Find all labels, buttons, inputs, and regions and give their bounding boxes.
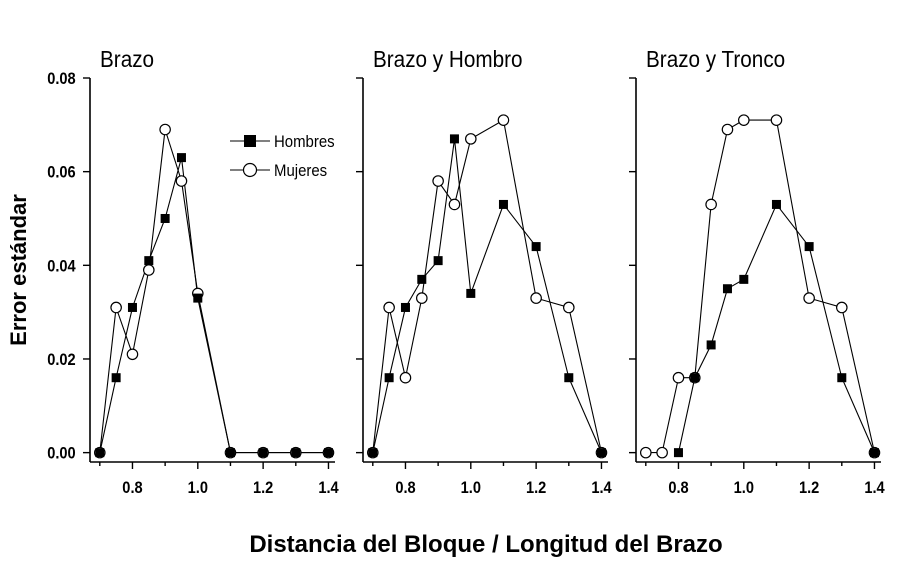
y-tick-label: 0.06 — [47, 164, 76, 182]
panel-title: Brazo y Tronco — [646, 46, 785, 72]
series-line-mujeres — [645, 119, 876, 454]
data-point-hombres — [225, 448, 235, 458]
panel-title: Brazo — [100, 46, 154, 72]
data-point-mujeres — [415, 292, 428, 304]
x-axis-label: Distancia del Bloque / Longitud del Braz… — [249, 531, 722, 558]
legend-label: Hombres — [274, 133, 335, 151]
x-tick-label: 1.2 — [526, 479, 546, 497]
data-point-mujeres — [464, 133, 477, 145]
data-point-mujeres — [126, 348, 139, 361]
x-tick-label: 1.4 — [318, 479, 338, 497]
x-tick-label: 1.4 — [591, 479, 611, 497]
data-point-mujeres — [639, 446, 652, 459]
data-point-mujeres — [562, 301, 575, 314]
y-tick-label: 0.08 — [47, 70, 76, 88]
x-tick-label: 0.8 — [122, 479, 142, 497]
data-point-hombres — [673, 448, 683, 458]
data-point-mujeres — [770, 114, 783, 126]
data-point-hombres — [160, 213, 170, 223]
data-point-hombres — [400, 302, 410, 312]
data-point-hombres — [739, 274, 749, 284]
data-point-hombres — [596, 448, 606, 458]
data-point-mujeres — [159, 123, 171, 136]
x-tick-label: 1.4 — [864, 479, 884, 497]
data-point-hombres — [176, 153, 186, 163]
data-point-hombres — [722, 284, 732, 294]
data-point-mujeres — [497, 114, 510, 126]
y-tick-label: 0.00 — [47, 445, 76, 463]
x-tick-label: 1.0 — [188, 479, 208, 497]
data-point-hombres — [144, 256, 154, 266]
data-point-hombres — [193, 293, 203, 303]
data-point-hombres — [384, 373, 394, 383]
panels-group: 0.00 0.02 0.04 0.06 0.08 0.8 1.0 1.2 1.4 Brazo 0.8… — [47, 46, 885, 497]
legend-label: Mujeres — [274, 162, 327, 180]
data-point-hombres — [706, 340, 716, 350]
data-point-mujeres — [737, 114, 750, 126]
data-point-hombres — [258, 448, 268, 458]
data-point-hombres — [417, 274, 427, 284]
panel-3: 0.8 1.0 1.2 1.4 Brazo y Tronco — [629, 46, 885, 497]
data-point-hombres — [771, 199, 781, 209]
panel-2: 0.8 1.0 1.2 1.4 Brazo y Hombro — [356, 46, 612, 497]
data-point-hombres — [111, 373, 121, 383]
x-tick-label: 1.2 — [253, 479, 273, 497]
data-point-mujeres — [383, 301, 395, 314]
data-point-hombres — [564, 373, 574, 383]
data-point-mujeres — [399, 371, 412, 384]
data-point-mujeres — [175, 175, 188, 187]
data-point-hombres — [368, 448, 378, 458]
data-point-hombres — [323, 448, 333, 458]
legend-item-hombres: Hombres — [230, 133, 335, 151]
x-tick-label: 0.8 — [668, 479, 688, 497]
legend: Hombres Mujeres — [230, 133, 335, 180]
y-tick-label: 0.04 — [47, 257, 76, 275]
panel-title: Brazo y Hombro — [373, 46, 523, 72]
data-point-hombres — [837, 373, 847, 383]
x-tick-label: 1.0 — [461, 479, 481, 497]
data-point-mujeres — [530, 292, 542, 304]
x-tick-label: 0.8 — [395, 479, 415, 497]
data-point-hombres — [498, 199, 508, 209]
data-point-hombres — [95, 448, 105, 458]
x-tick-label: 1.0 — [734, 479, 754, 497]
data-point-mujeres — [672, 371, 685, 384]
series-line-hombres — [372, 138, 603, 453]
data-point-mujeres — [448, 198, 461, 211]
data-point-mujeres — [143, 264, 155, 276]
data-point-mujeres — [721, 123, 734, 136]
data-point-hombres — [690, 373, 700, 383]
data-point-hombres — [127, 302, 137, 312]
data-point-hombres — [433, 256, 443, 266]
x-tick-label: 1.2 — [799, 479, 819, 497]
data-point-hombres — [804, 242, 814, 252]
data-point-mujeres — [705, 198, 717, 211]
y-tick-label: 0.02 — [47, 351, 76, 369]
legend-circle-marker — [242, 162, 258, 178]
data-point-hombres — [449, 134, 459, 144]
data-point-mujeres — [835, 301, 848, 314]
legend-item-mujeres: Mujeres — [230, 162, 327, 180]
panel-1: 0.00 0.02 0.04 0.06 0.08 0.8 1.0 1.2 1.4 Brazo — [47, 46, 339, 497]
series-line-mujeres — [372, 119, 603, 453]
data-point-hombres — [531, 242, 541, 252]
data-point-mujeres — [803, 292, 815, 304]
data-point-mujeres — [110, 301, 122, 314]
data-point-mujeres — [432, 175, 444, 187]
legend-square-marker — [244, 135, 256, 147]
data-point-hombres — [869, 448, 879, 458]
data-point-hombres — [466, 288, 476, 298]
data-point-hombres — [291, 448, 301, 458]
y-axis-label: Error estándar — [6, 194, 31, 346]
data-point-mujeres — [656, 446, 668, 459]
